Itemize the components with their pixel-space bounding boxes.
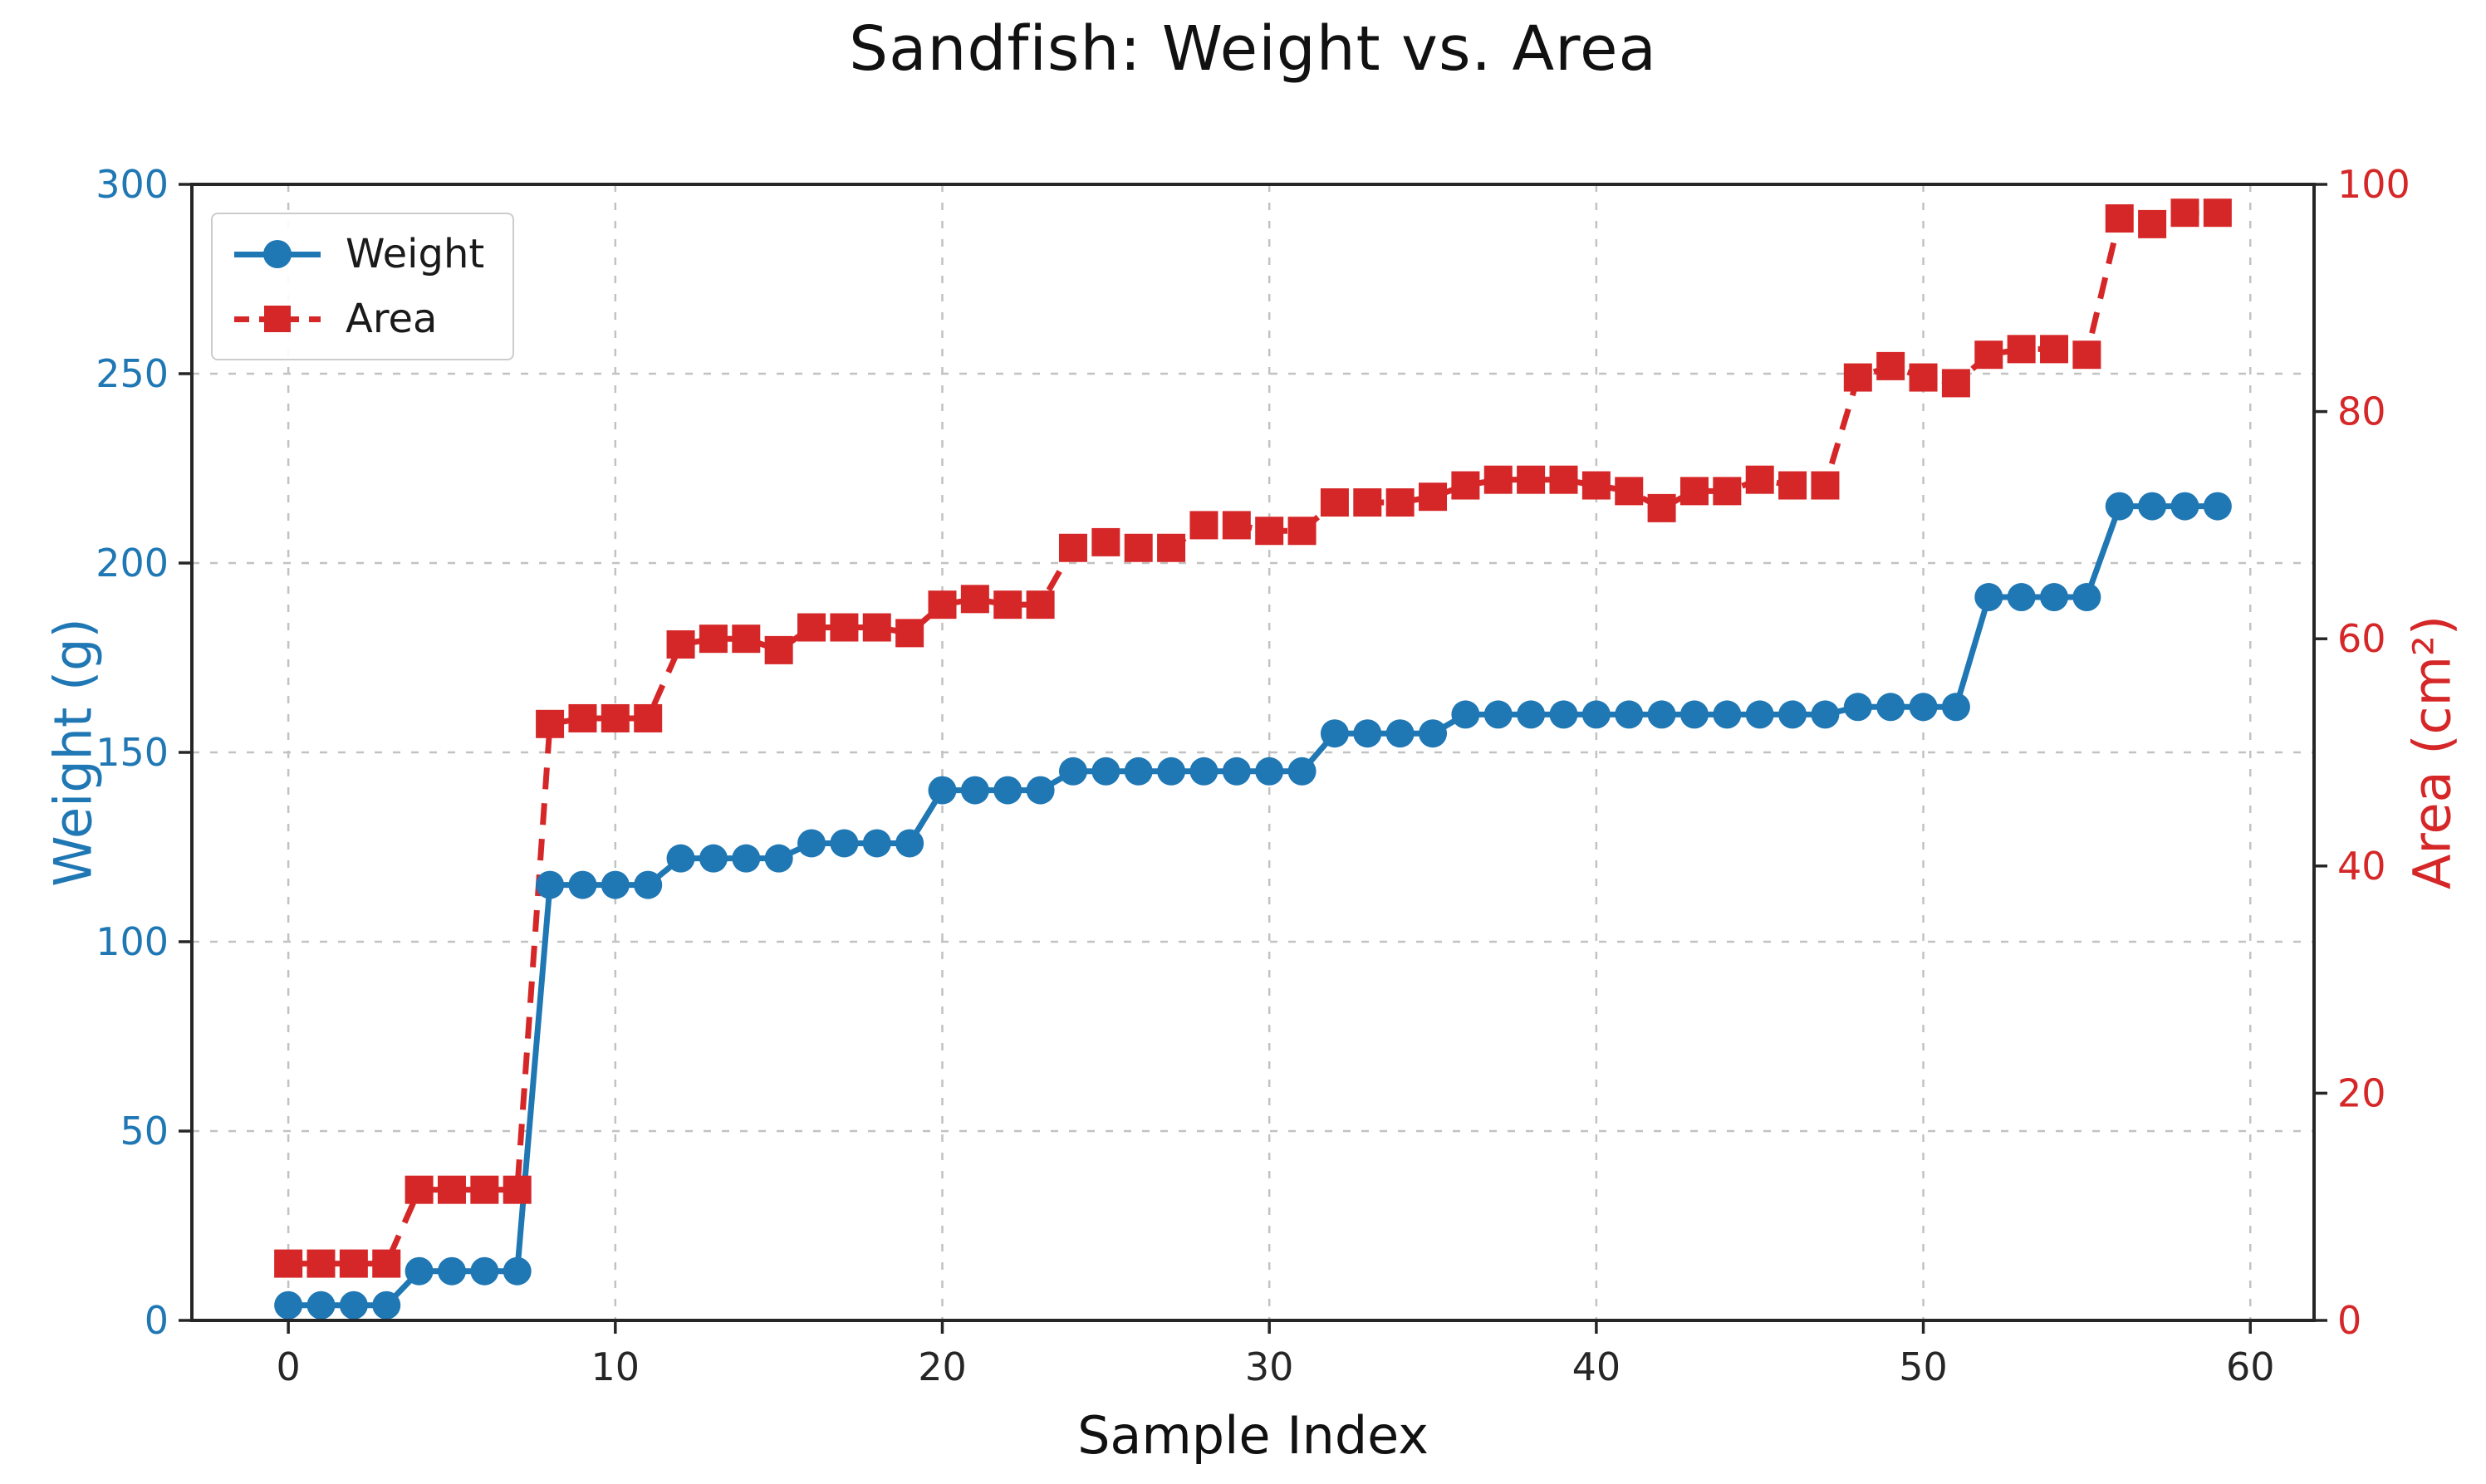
svg-text:50: 50	[1899, 1344, 1948, 1389]
svg-text:0: 0	[145, 1298, 169, 1343]
weight-line	[288, 503, 2218, 1309]
right-ticks	[2314, 183, 2327, 1322]
left-ticks	[179, 183, 192, 1322]
legend-label-weight: Weight	[346, 231, 485, 277]
weight-line-marker-icon	[234, 238, 321, 271]
svg-text:200: 200	[96, 541, 169, 585]
svg-text:150: 150	[96, 730, 169, 775]
svg-text:80: 80	[2337, 389, 2386, 434]
weight-markers	[274, 492, 2232, 1320]
svg-text:40: 40	[1572, 1344, 1621, 1389]
x-axis-label: Sample Index	[1077, 1405, 1429, 1466]
legend-entry-weight: Weight	[234, 234, 484, 274]
legend-entry-area: Area	[234, 299, 484, 339]
y-axis-label-right: Area (cm²)	[2401, 615, 2463, 890]
svg-text:40: 40	[2337, 844, 2386, 889]
svg-text:20: 20	[2337, 1070, 2386, 1115]
left-tick-labels: 0 50 100 150 200 250 300	[96, 162, 169, 1343]
svg-text:60: 60	[2337, 616, 2386, 661]
legend: Weight Area	[211, 213, 515, 360]
y-axis-label-left: Weight (g)	[42, 618, 104, 887]
x-ticks	[287, 1320, 2252, 1334]
right-tick-labels: 0 20 40 60 80 100	[2337, 162, 2410, 1343]
svg-text:30: 30	[1245, 1344, 1294, 1389]
svg-text:100: 100	[96, 919, 169, 964]
svg-text:20: 20	[918, 1344, 967, 1389]
x-tick-labels: 0 10 20 30 40 50 60	[276, 1344, 2274, 1389]
svg-text:250: 250	[96, 351, 169, 396]
svg-text:10: 10	[591, 1344, 640, 1389]
svg-text:60: 60	[2226, 1344, 2275, 1389]
legend-label-area: Area	[346, 296, 438, 342]
svg-text:50: 50	[120, 1109, 169, 1153]
svg-text:300: 300	[96, 162, 169, 207]
svg-text:100: 100	[2337, 162, 2410, 207]
svg-text:0: 0	[2337, 1298, 2361, 1343]
svg-text:0: 0	[276, 1344, 300, 1389]
area-markers	[274, 198, 2232, 1278]
chart-title: Sandfish: Weight vs. Area	[849, 13, 1657, 85]
area-line-marker-icon	[234, 302, 321, 335]
